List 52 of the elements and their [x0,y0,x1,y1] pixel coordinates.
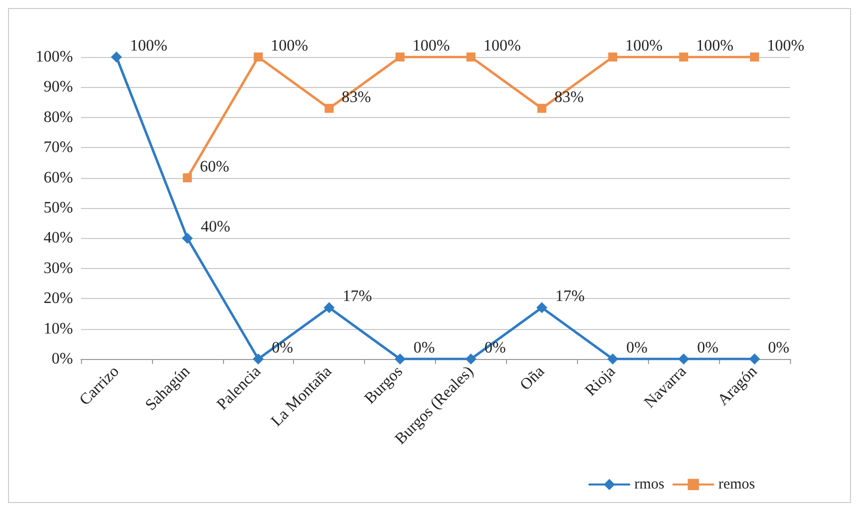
x-tick-label: Oña [517,362,548,394]
point [324,104,334,113]
point [110,52,122,62]
data-label: 100% [412,38,450,54]
point [607,354,618,364]
data-label: 0% [768,340,790,356]
data-label: 100% [767,38,804,54]
y-tick-label: 20% [44,290,73,308]
data-label: 83% [554,88,584,106]
data-label: 0% [414,340,435,356]
point [536,302,548,314]
data-label: 0% [697,340,718,356]
data-label: 100% [625,38,663,54]
data-label: 0% [626,340,648,356]
y-tick-label: 100% [36,48,73,66]
point [466,52,476,62]
data-label: 60% [200,158,230,176]
legend-label: rmos [634,476,665,492]
y-tick-label: 40% [44,230,73,247]
point [182,173,192,182]
point [252,354,264,364]
y-tick-label: 10% [44,320,73,338]
data-label: 83% [342,88,371,106]
point [750,52,760,62]
data-label: 100% [696,38,734,54]
y-tick-label: 50% [44,200,73,216]
point [537,104,546,113]
point [608,52,618,62]
y-tick-label: 0% [52,350,73,368]
point [749,354,760,364]
data-label: 0% [272,340,294,356]
data-label: 17% [342,288,372,306]
point [679,52,688,62]
point [394,354,406,364]
point [465,354,476,364]
point [254,52,263,62]
data-label: 100% [483,38,521,54]
data-label: 17% [555,288,585,306]
y-tick-label: 60% [44,169,73,186]
data-label: 0% [484,340,506,356]
point [396,52,405,62]
y-tick-label: 30% [44,260,73,277]
y-tick-label: 80% [44,108,73,126]
data-label: 100% [270,38,308,54]
point [678,354,690,364]
point [182,232,193,244]
data-label: 40% [200,218,230,236]
point [324,302,335,314]
y-tick-label: 90% [44,78,73,96]
data-label: 100% [130,38,168,54]
y-tick-label: 70% [44,139,73,156]
legend-label: remos [718,476,756,492]
